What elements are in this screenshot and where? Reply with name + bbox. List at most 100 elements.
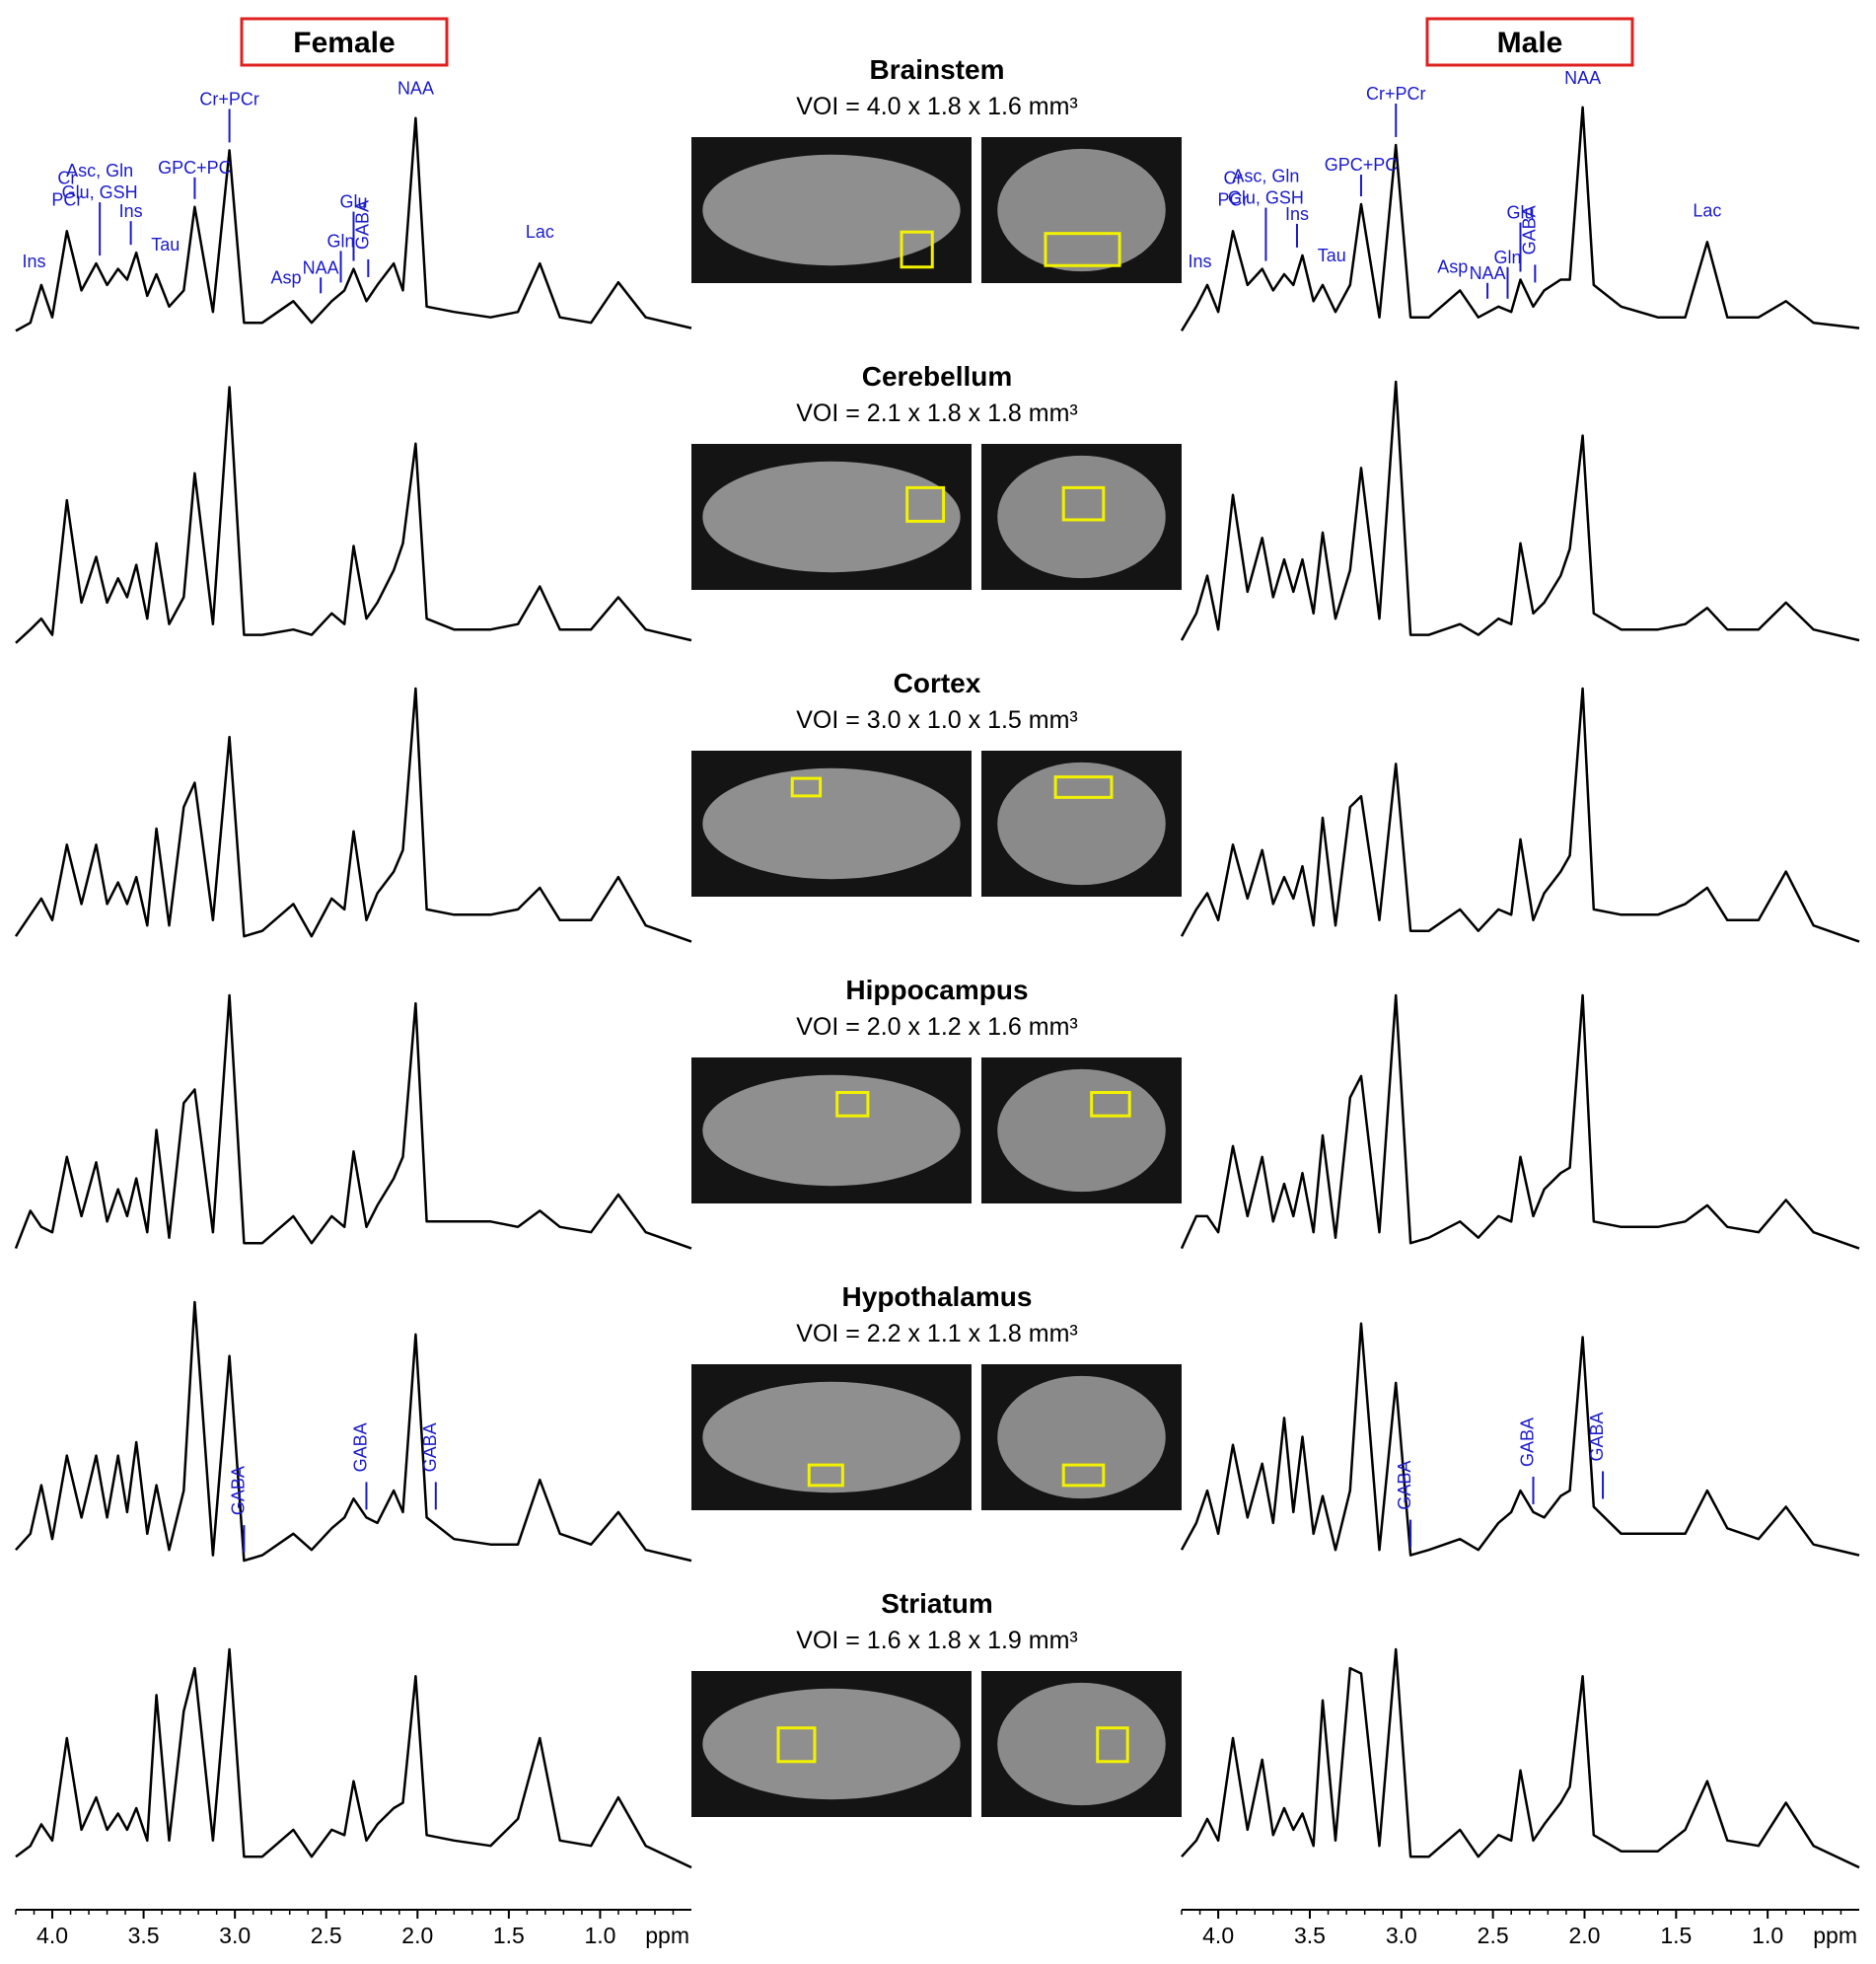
spectrum	[1180, 380, 1860, 642]
roi-box	[1053, 775, 1114, 799]
roi-box	[1090, 1091, 1131, 1118]
roi-box	[900, 230, 934, 269]
annotation: Ins	[23, 252, 46, 271]
annotation: GABA	[350, 1422, 370, 1472]
x-tick-label: 3.0	[1386, 1923, 1417, 1948]
spectrum	[1180, 687, 1860, 943]
spectrum	[1180, 1322, 1860, 1557]
roi-box	[835, 1091, 870, 1118]
x-tick-label: 3.5	[1294, 1923, 1326, 1948]
x-axis-label: ppm	[645, 1923, 689, 1948]
voi-label: VOI = 1.6 x 1.8 x 1.9 mm³	[796, 1627, 1078, 1654]
annotation: Glu	[339, 192, 367, 212]
annotation: Cr	[1223, 168, 1242, 187]
x-tick-label: 1.0	[584, 1923, 615, 1948]
spectrum	[15, 1300, 692, 1563]
x-axis-label: ppm	[1813, 1923, 1857, 1948]
roi-box	[790, 776, 823, 798]
annotation: GABA	[352, 200, 372, 250]
annotation: NAA	[1564, 68, 1601, 88]
annotation: PCr	[51, 189, 82, 209]
annotation: Lac	[526, 222, 554, 242]
roi-box	[776, 1726, 817, 1764]
annotation: Asp	[1437, 256, 1468, 276]
annotation: GABA	[1587, 1412, 1607, 1461]
annotation: Ins	[1189, 252, 1212, 271]
brain	[997, 1375, 1166, 1499]
male-box	[1425, 17, 1634, 67]
annotation: Tau	[1318, 246, 1346, 265]
spectrum	[14, 687, 692, 943]
spectrum	[14, 993, 692, 1250]
brain	[702, 154, 961, 266]
annotation: GABA	[420, 1422, 440, 1472]
brain	[997, 762, 1166, 886]
annotation: Cr+PCr	[1366, 84, 1426, 104]
brain	[702, 1074, 961, 1187]
brain	[997, 1682, 1166, 1806]
roi-box	[905, 485, 946, 523]
brain	[702, 767, 961, 880]
spectrum	[1181, 1647, 1860, 1869]
spectrum	[15, 1647, 692, 1869]
annotation: Asc, Gln	[1232, 167, 1299, 186]
x-tick-label: 1.5	[493, 1923, 525, 1948]
roi-box	[1061, 1463, 1106, 1488]
x-tick-label: 2.5	[311, 1923, 342, 1948]
brain	[997, 148, 1166, 272]
annotation: Ins	[1285, 204, 1309, 224]
annotation: Asc, Gln	[66, 161, 133, 181]
brain	[702, 1381, 961, 1493]
annotation: GPC+PC	[158, 158, 232, 178]
brain	[997, 1068, 1166, 1193]
region-title: Striatum	[881, 1588, 993, 1619]
roi-box	[1044, 232, 1121, 267]
annotation: Gln	[1493, 248, 1521, 267]
spectrum	[15, 116, 692, 332]
annotation: Glu, GSH	[1228, 188, 1304, 208]
x-tick-label: 3.0	[219, 1923, 251, 1948]
region-title: Brainstem	[870, 54, 1005, 85]
spectrum	[15, 386, 692, 644]
annotation: Gln	[327, 231, 355, 251]
brain	[997, 455, 1166, 579]
roi-box	[807, 1463, 844, 1488]
x-tick-label: 1.5	[1660, 1923, 1692, 1948]
annotation: GABA	[1395, 1461, 1414, 1510]
annotation: GPC+PC	[1325, 155, 1399, 175]
annotation: NAA	[397, 79, 434, 99]
roi-box	[1096, 1726, 1129, 1764]
brain	[702, 1688, 961, 1800]
x-tick-label: 4.0	[1202, 1923, 1234, 1948]
voi-label: VOI = 4.0 x 1.8 x 1.6 mm³	[796, 93, 1078, 120]
annotation: NAA	[1470, 263, 1506, 283]
annotation: Asp	[270, 267, 301, 287]
region-title: Cortex	[894, 668, 981, 698]
x-tick-label: 2.5	[1478, 1923, 1509, 1948]
x-tick-label: 2.0	[1568, 1923, 1600, 1948]
annotation: Cr+PCr	[199, 89, 259, 109]
annotation: Cr	[57, 168, 76, 187]
x-tick-label: 1.0	[1752, 1923, 1783, 1948]
brain	[702, 461, 961, 573]
annotation: Glu, GSH	[62, 182, 138, 202]
roi-box	[1061, 485, 1106, 522]
voi-label: VOI = 2.0 x 1.2 x 1.6 mm³	[796, 1013, 1078, 1041]
annotation: GABA	[228, 1466, 248, 1515]
annotation: Ins	[119, 201, 143, 221]
voi-label: VOI = 2.2 x 1.1 x 1.8 mm³	[796, 1320, 1078, 1347]
male-title: Male	[1497, 27, 1563, 59]
voi-label: VOI = 2.1 x 1.8 x 1.8 mm³	[796, 400, 1078, 427]
x-tick-label: 4.0	[36, 1923, 68, 1948]
spectrum	[1180, 993, 1860, 1250]
region-title: Cerebellum	[862, 361, 1013, 392]
x-tick-label: 2.0	[401, 1923, 433, 1948]
spectrum	[1180, 106, 1860, 332]
annotation: Lac	[1693, 200, 1721, 220]
annotation: PCr	[1217, 189, 1248, 209]
x-tick-label: 3.5	[128, 1923, 160, 1948]
annotation: NAA	[303, 257, 339, 277]
voi-label: VOI = 3.0 x 1.0 x 1.5 mm³	[796, 706, 1078, 734]
female-title: Female	[293, 27, 395, 59]
